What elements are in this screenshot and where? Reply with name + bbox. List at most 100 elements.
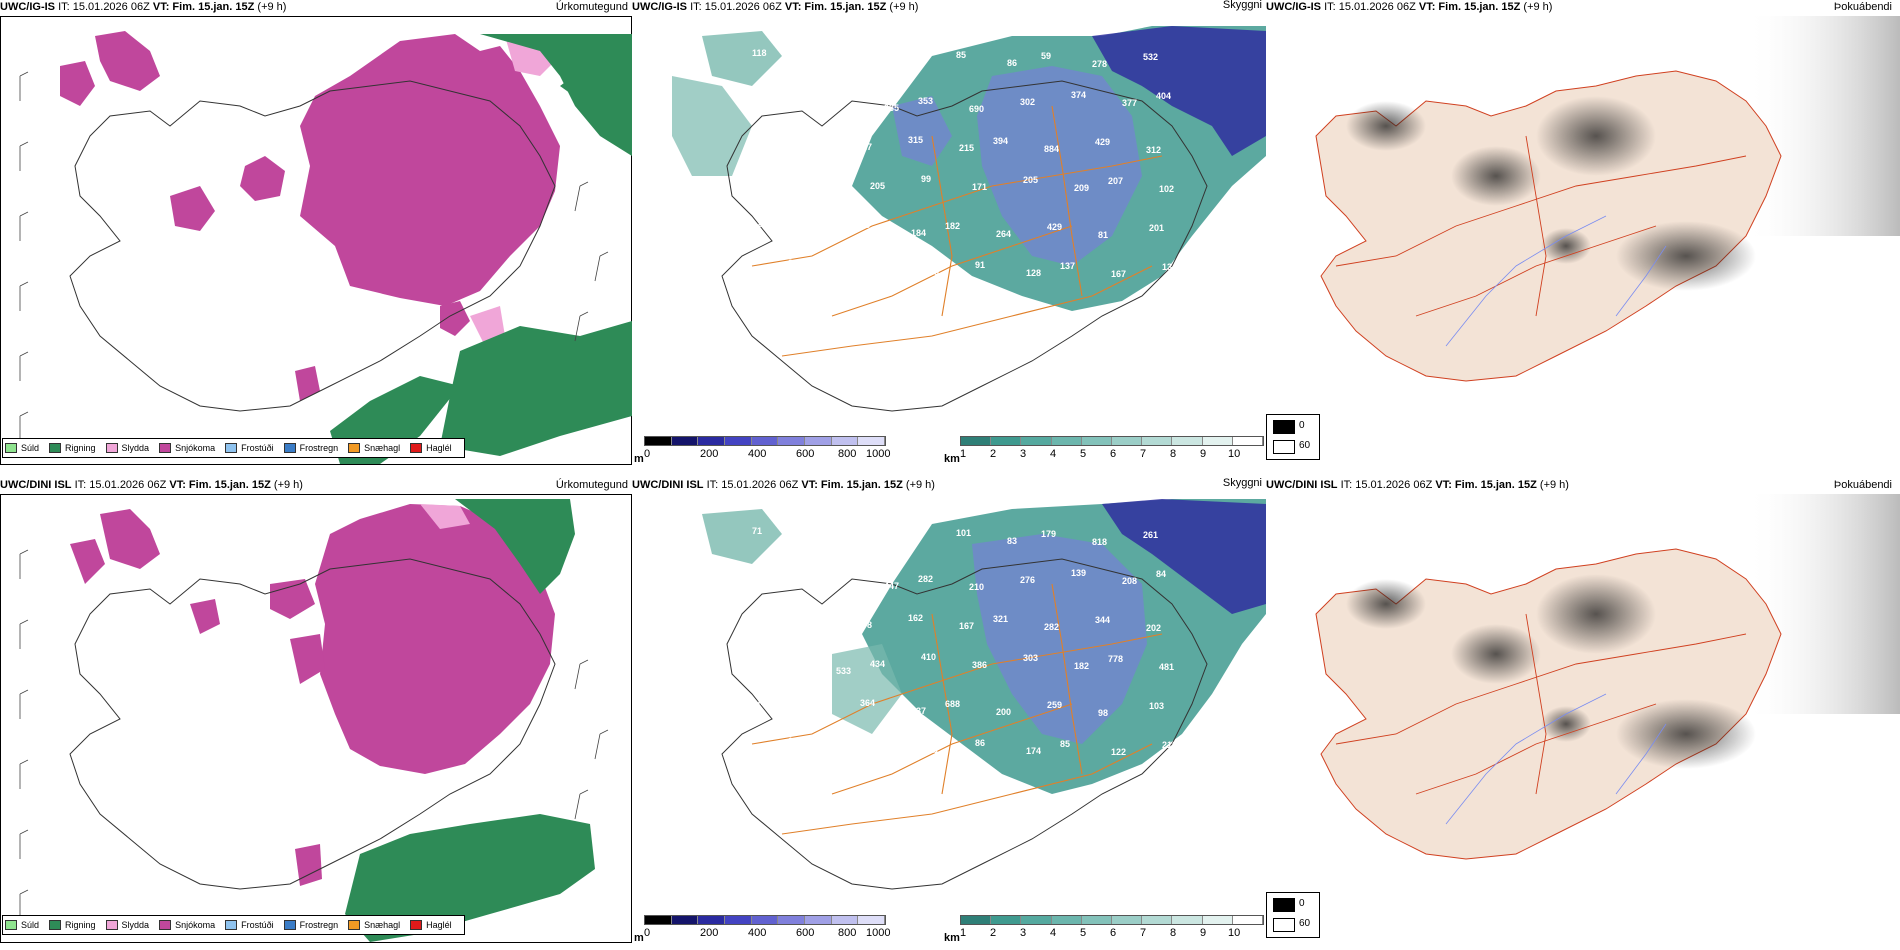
panel-header: UWC/IG-IS IT: 15.01.2026 06Z VT: Fim. 15… xyxy=(632,0,1266,14)
tick-label: 1000 xyxy=(866,927,891,939)
cloud-base-label: 210 xyxy=(969,582,984,592)
panel-header: UWC/DINI ISL IT: 15.01.2026 06Z VT: Fim.… xyxy=(0,478,632,492)
tick-label: 10 xyxy=(1228,927,1241,939)
cloud-base-label: 337 xyxy=(911,706,926,716)
cloud-base-label: 209 xyxy=(1074,183,1089,193)
lead-time: (+9 h) xyxy=(273,479,303,491)
tick-label: 600 xyxy=(796,927,815,939)
cloud-base-label: 282 xyxy=(918,574,933,584)
snow-area xyxy=(300,34,560,306)
cloud-base-label: 174 xyxy=(1026,746,1041,756)
cloud-base-label: 136 xyxy=(761,312,776,322)
lead-time: (+9 h) xyxy=(1523,1,1553,13)
cloud-base-label: 167 xyxy=(1111,269,1126,279)
cloud-mid-area xyxy=(977,66,1142,266)
cloud-base-label: 288 xyxy=(809,705,824,715)
cloud-base-label: 700 xyxy=(782,580,797,590)
cloud-base-label: 184 xyxy=(911,228,926,238)
cloud-base-label: 139 xyxy=(1071,568,1086,578)
cloud-base-labels: 71 292 65 59 101 83 179 818 261 700 391 447 282 210 27… xyxy=(752,526,1177,757)
tick-label: 600 xyxy=(796,448,815,460)
tick-label: 200 xyxy=(700,927,719,939)
cloud-base-label: 215 xyxy=(959,143,974,153)
precip-panel-1: UWC/DINI ISL IT: 15.01.2026 06Z VT: Fim.… xyxy=(0,478,632,950)
legend-item: Snæhagl xyxy=(348,920,400,930)
cloud-base-label: 278 xyxy=(1092,59,1107,69)
legend-item: Frostregn xyxy=(283,920,338,930)
model-name: UWC/IG-IS xyxy=(0,1,55,13)
tick-label: 6 xyxy=(1110,927,1117,939)
init-time: IT: 15.01.2026 06Z xyxy=(1324,1,1416,13)
cloud-low-area xyxy=(1092,26,1266,156)
lead-time: (+9 h) xyxy=(889,1,919,13)
cloud-base-label: 360 xyxy=(755,141,770,151)
tick-label: 4 xyxy=(1050,927,1057,939)
cloud-base-labels: 118 86 60 95 85 86 59 278 532 214 157 935 353 690 302 3… xyxy=(752,48,1174,322)
cloud-base-label: 86 xyxy=(975,738,985,748)
legend-item: Snjókoma xyxy=(159,443,215,453)
cloud-base-label: 116 xyxy=(873,259,888,269)
cloud-base-label: 688 xyxy=(945,699,960,709)
cloud-base-label: 302 xyxy=(1020,97,1035,107)
cloud-map: 71 292 65 59 101 83 179 818 261 700 391 447 282 210 27… xyxy=(702,499,1266,890)
legend-item: Snæhagl xyxy=(348,443,400,453)
tick-label: 5 xyxy=(1080,448,1087,460)
model-name: UWC/DINI ISL xyxy=(1266,479,1338,491)
cloud-mid-area xyxy=(972,534,1147,744)
cloud-base-label: 410 xyxy=(921,652,936,662)
cloud-base-label: 276 xyxy=(1020,575,1035,585)
cloud-base-label: 456 xyxy=(806,134,821,144)
cloud-base-label: 282 xyxy=(1044,622,1059,632)
snow-area xyxy=(315,504,555,774)
cloud-base-label: 374 xyxy=(1071,90,1086,100)
visibility-unit: km xyxy=(944,932,960,944)
cloud-base-colorbar: m 0 200 400 600 800 1000 xyxy=(634,436,890,465)
cloud-base-label: 394 xyxy=(993,136,1008,146)
fog-legend: 0 60 xyxy=(1266,892,1320,938)
cloud-base-label: 83 xyxy=(1007,536,1017,546)
cloud-base-label: 419 xyxy=(758,697,773,707)
cloud-base-label: 182 xyxy=(945,221,960,231)
legend-item: Rigning xyxy=(49,920,96,930)
cloud-low-area xyxy=(1102,499,1266,614)
param-name: Þokuábendi xyxy=(1833,479,1892,491)
cloud-base-label: 292 xyxy=(803,534,818,544)
cloud-base-label: 205 xyxy=(870,181,885,191)
cloud-base-label: 121 xyxy=(924,745,939,755)
legend-item: Frostúði xyxy=(225,920,274,930)
fog-legend: 0 60 xyxy=(1266,414,1320,460)
cloud-base-label: 122 xyxy=(1111,747,1126,757)
valid-time: VT: Fim. 15.jan. 15Z xyxy=(152,1,255,13)
tick-label: 2 xyxy=(990,448,997,460)
coastline xyxy=(721,558,1208,890)
init-time: IT: 15.01.2026 06Z xyxy=(690,1,782,13)
coastline xyxy=(721,80,1208,412)
model-name: UWC/DINI ISL xyxy=(632,479,704,491)
fog-shading xyxy=(1346,96,1756,291)
precip-map xyxy=(0,16,632,465)
cloud-base-label: 429 xyxy=(1047,222,1062,232)
tick-label: 9 xyxy=(1200,448,1207,460)
legend-item: Slydda xyxy=(105,443,149,453)
fog-map xyxy=(1315,16,1900,382)
legend-item: Haglél xyxy=(410,920,452,930)
rain-area xyxy=(455,499,575,594)
tick-label: 400 xyxy=(748,448,767,460)
cloud-base-label: 81 xyxy=(1098,230,1108,240)
model-name: UWC/IG-IS xyxy=(632,1,687,13)
cloud-base-label: 98 xyxy=(1098,708,1108,718)
param-name: Úrkomutegund xyxy=(555,479,628,491)
snow-area xyxy=(295,366,320,401)
precip-panel-0: UWC/IG-IS IT: 15.01.2026 06Z VT: Fim. 15… xyxy=(0,0,632,470)
cloud-base-label: 98 xyxy=(755,619,765,629)
cloud-base-label: 447 xyxy=(884,581,899,591)
valid-time: VT: Fim. 15.jan. 15Z xyxy=(1435,479,1537,491)
cloud-base-label: 73 xyxy=(860,220,870,230)
lead-time: (+9 h) xyxy=(1539,479,1569,491)
vis-area xyxy=(672,76,752,176)
cloud-base-label: 201 xyxy=(1149,223,1164,233)
snow-area xyxy=(240,156,285,201)
panel-header: UWC/DINI ISL IT: 15.01.2026 06Z VT: Fim.… xyxy=(1266,478,1900,492)
fog-legend-low: 60 xyxy=(1299,440,1311,451)
cloud-base-label: 884 xyxy=(1044,144,1059,154)
